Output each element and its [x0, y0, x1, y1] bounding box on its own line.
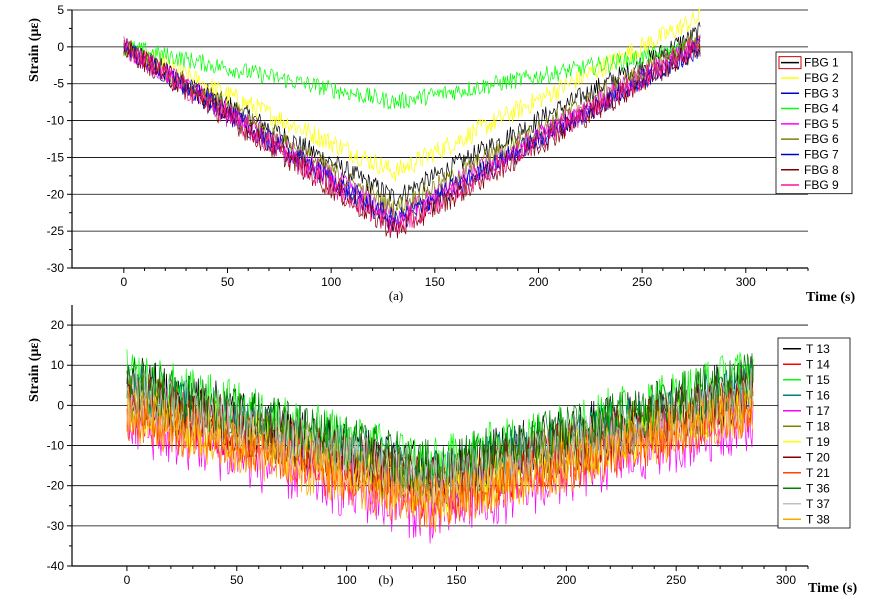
legend-label: T 19 [806, 435, 830, 449]
x-tick-label: 250 [666, 573, 686, 587]
legend-label: FBG 2 [804, 71, 839, 85]
legend-label: T 37 [806, 497, 830, 511]
y-tick-label: -30 [47, 519, 65, 533]
legend-label: FBG 8 [804, 163, 839, 177]
legend-label: T 14 [806, 357, 830, 371]
x-tick-label: 200 [528, 275, 548, 289]
y-tick-label: -30 [47, 261, 65, 275]
x-tick-label: 200 [556, 573, 576, 587]
series-line-fbg-2 [123, 8, 701, 182]
x-tick-label: 0 [120, 275, 127, 289]
y-axis-label: Strain (με) [27, 338, 42, 402]
y-tick-label: 10 [51, 358, 65, 372]
legend-highlight [778, 56, 802, 70]
legend-label: T 18 [806, 419, 830, 433]
legend-label: FBG 7 [804, 147, 839, 161]
y-axis-label: Strain (με) [27, 18, 42, 82]
legend-label: FBG 4 [804, 102, 839, 116]
legend-label: T 17 [806, 404, 830, 418]
x-tick-label: 100 [337, 573, 357, 587]
panel-label: (a) [389, 288, 403, 303]
legend-label: T 16 [806, 388, 830, 402]
x-axis-label: Time (s) [806, 290, 855, 305]
legend-label: T 36 [806, 481, 830, 495]
x-tick-label: 100 [321, 275, 341, 289]
legend-box [777, 337, 851, 529]
y-tick-label: -10 [47, 439, 65, 453]
x-axis-label: Time (s) [808, 581, 857, 595]
legend-label: T 15 [806, 373, 830, 387]
series-line-t-17 [126, 392, 754, 544]
legend-label: T 20 [806, 450, 830, 464]
series-line-fbg-9 [123, 34, 701, 236]
legend-label: FBG 5 [804, 117, 839, 131]
legend-label: T 21 [806, 466, 830, 480]
x-tick-label: 250 [632, 275, 652, 289]
series-line-fbg-4 [123, 40, 701, 111]
series-line-fbg-1 [123, 21, 701, 207]
y-tick-label: -5 [53, 77, 64, 91]
y-tick-label: 5 [57, 3, 64, 17]
legend-label: FBG 3 [804, 86, 839, 100]
y-tick-label: -10 [47, 114, 65, 128]
legend-label: FBG 6 [804, 132, 839, 146]
series-line-t-38 [126, 389, 754, 533]
x-tick-label: 50 [230, 573, 244, 587]
series-line-t-37 [126, 368, 754, 509]
x-tick-label: 50 [221, 275, 235, 289]
y-tick-label: -15 [47, 150, 65, 164]
series-line-t-21 [126, 385, 754, 528]
x-tick-label: 150 [446, 573, 466, 587]
y-tick-label: 0 [57, 398, 64, 412]
legend-label: FBG 9 [804, 178, 839, 192]
legend-label: T 13 [806, 342, 830, 356]
y-tick-label: -40 [47, 559, 65, 573]
y-tick-label: 20 [51, 318, 65, 332]
x-tick-label: 300 [736, 275, 756, 289]
legend-label: FBG 1 [804, 56, 839, 70]
y-tick-label: -20 [47, 479, 65, 493]
panel-label: (b) [378, 572, 393, 587]
x-tick-label: 300 [776, 573, 796, 587]
x-tick-label: 150 [425, 275, 445, 289]
y-tick-label: 0 [57, 40, 64, 54]
legend-label: T 38 [806, 512, 830, 526]
x-tick-label: 0 [124, 573, 131, 587]
y-tick-label: -25 [47, 224, 65, 238]
y-tick-label: -20 [47, 187, 65, 201]
